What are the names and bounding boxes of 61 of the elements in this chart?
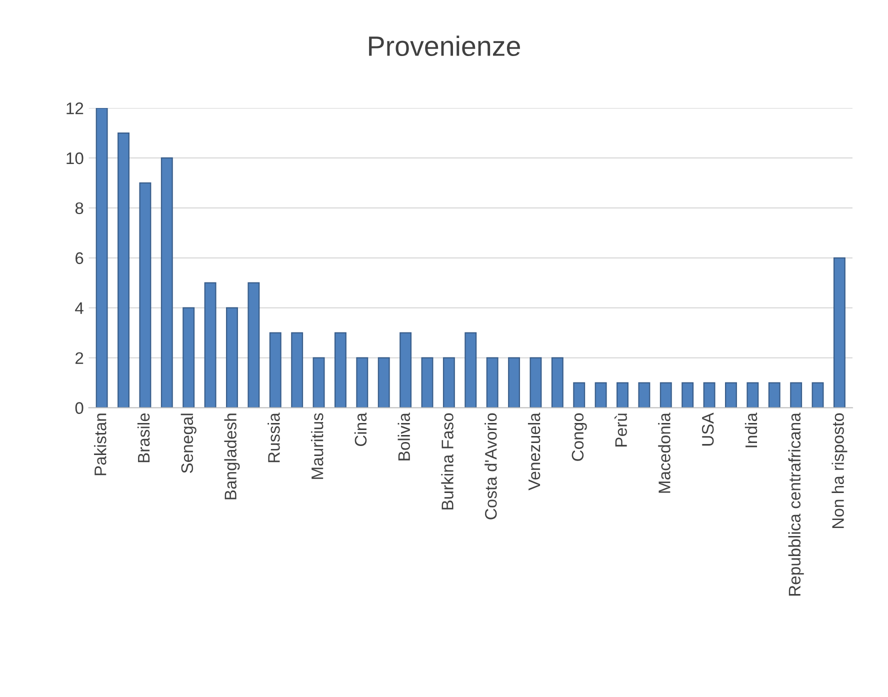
bar — [486, 357, 498, 408]
bar — [378, 357, 390, 408]
x-tick-label: Burkina Faso — [441, 413, 454, 510]
y-tick-label: 8 — [75, 202, 84, 214]
bar — [616, 382, 628, 408]
bar — [812, 382, 824, 408]
bar — [746, 382, 759, 408]
bar — [312, 357, 325, 408]
y-tick-label: 4 — [75, 302, 84, 314]
bar — [768, 382, 780, 408]
bar — [139, 182, 152, 408]
bar — [96, 108, 108, 408]
x-tick-label: Senegal — [180, 414, 196, 474]
y-tick-label: 12 — [66, 102, 84, 114]
bar — [725, 382, 737, 408]
bar — [682, 382, 694, 408]
bar — [573, 382, 586, 408]
chart-title: Provenienze — [369, 36, 520, 56]
x-tick-label: Bolivia — [398, 412, 410, 460]
bar — [790, 382, 802, 408]
x-tick-label: Venezuela — [528, 412, 540, 490]
bar — [421, 357, 434, 408]
bar — [291, 332, 304, 408]
bar — [356, 357, 368, 408]
x-tick-label: India — [744, 412, 758, 448]
y-tick-label: 2 — [76, 352, 84, 364]
bar — [248, 282, 260, 408]
bar — [508, 357, 520, 408]
x-tick-label: Brasile — [137, 413, 150, 462]
x-tick-label: Cina — [354, 412, 367, 446]
bar — [594, 382, 607, 408]
x-tick-label: Costa d'Avorio — [484, 413, 497, 520]
bar — [269, 332, 282, 408]
x-tick-label: USA — [702, 412, 714, 446]
x-tick-label: Pakistan — [94, 414, 106, 476]
x-tick-label: Macedonia — [658, 412, 670, 493]
x-tick-label: Repubblica centrafricana — [788, 412, 804, 596]
y-tick-label: 0 — [75, 402, 84, 414]
x-tick-label: Non ha risposto — [832, 413, 848, 528]
bar — [334, 332, 346, 408]
bar — [118, 132, 130, 408]
y-tick-label: 10 — [66, 152, 84, 164]
x-tick-label: Perù — [614, 414, 627, 446]
bar — [442, 357, 455, 408]
y-tick-label: 6 — [76, 252, 84, 264]
bar — [660, 382, 672, 408]
bar — [638, 382, 650, 408]
x-tick-label: Russia — [268, 412, 280, 462]
bar — [182, 307, 195, 408]
bar — [833, 257, 846, 408]
bar — [204, 282, 216, 408]
bar — [703, 382, 716, 408]
bar — [226, 307, 238, 408]
bar — [400, 332, 412, 408]
x-tick-label: Bangladesh — [224, 414, 240, 500]
x-tick-label: Mauritius — [311, 413, 324, 479]
bar — [551, 357, 564, 408]
bar — [530, 357, 542, 408]
bar — [464, 332, 477, 408]
x-tick-label: Congo — [572, 413, 587, 461]
bar — [160, 157, 173, 408]
